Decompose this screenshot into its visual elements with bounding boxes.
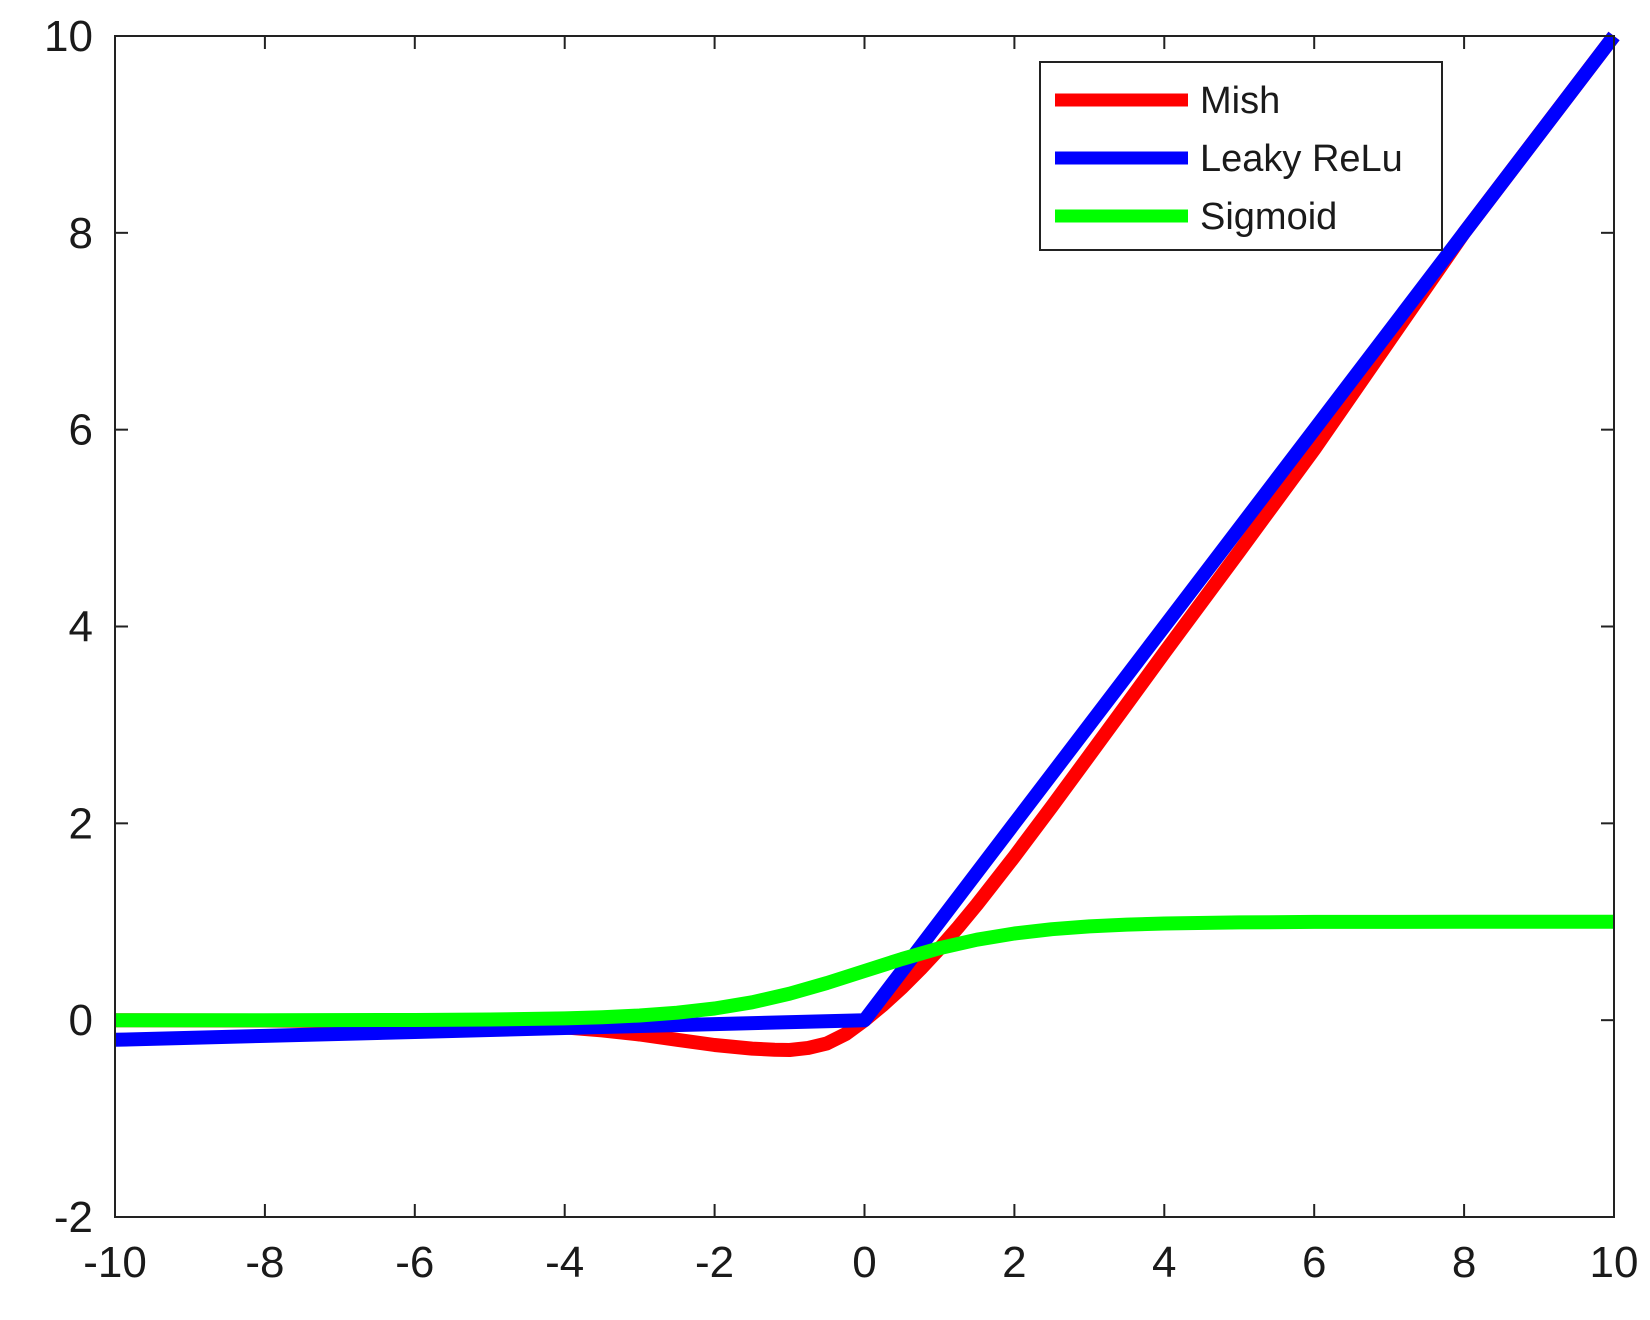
legend-label-sigmoid: Sigmoid bbox=[1200, 196, 1337, 238]
y-tick-label: 4 bbox=[69, 603, 93, 652]
x-tick-label: 6 bbox=[1302, 1238, 1326, 1287]
plot-frame bbox=[114, 35, 1615, 1218]
y-tick-label: 8 bbox=[69, 209, 93, 258]
legend-label-mish: Mish bbox=[1200, 80, 1280, 122]
legend-label-leaky-relu: Leaky ReLu bbox=[1200, 138, 1403, 180]
x-tick-label: 10 bbox=[1590, 1238, 1639, 1287]
axes: -10 -8 -6 -4 -2 0 2 4 6 8 10 -2 0 2 4 6 8 10 bbox=[44, 12, 1638, 1287]
x-tick-label: -8 bbox=[245, 1238, 284, 1287]
x-tick-label: 8 bbox=[1452, 1238, 1476, 1287]
plot-lines bbox=[114, 31, 1620, 1057]
x-tick-label: -6 bbox=[395, 1238, 434, 1287]
y-tick-label: -2 bbox=[54, 1193, 93, 1242]
x-tick-label: 2 bbox=[1002, 1238, 1026, 1287]
x-tick-label: 0 bbox=[852, 1238, 876, 1287]
y-tick-label: 2 bbox=[69, 799, 93, 848]
y-tick-label: 0 bbox=[69, 996, 93, 1045]
y-tick-label: 10 bbox=[44, 12, 93, 61]
x-tick-label: -2 bbox=[695, 1238, 734, 1287]
legend: Mish Leaky ReLu Sigmoid bbox=[1039, 61, 1443, 251]
x-tick-label: -4 bbox=[545, 1238, 584, 1287]
y-tick-label: 6 bbox=[69, 406, 93, 455]
x-tick-label: 4 bbox=[1152, 1238, 1176, 1287]
x-tick-label: -10 bbox=[83, 1238, 147, 1287]
series-line-leaky-relu bbox=[114, 31, 1620, 1047]
series-line-sigmoid bbox=[115, 914, 1614, 1028]
